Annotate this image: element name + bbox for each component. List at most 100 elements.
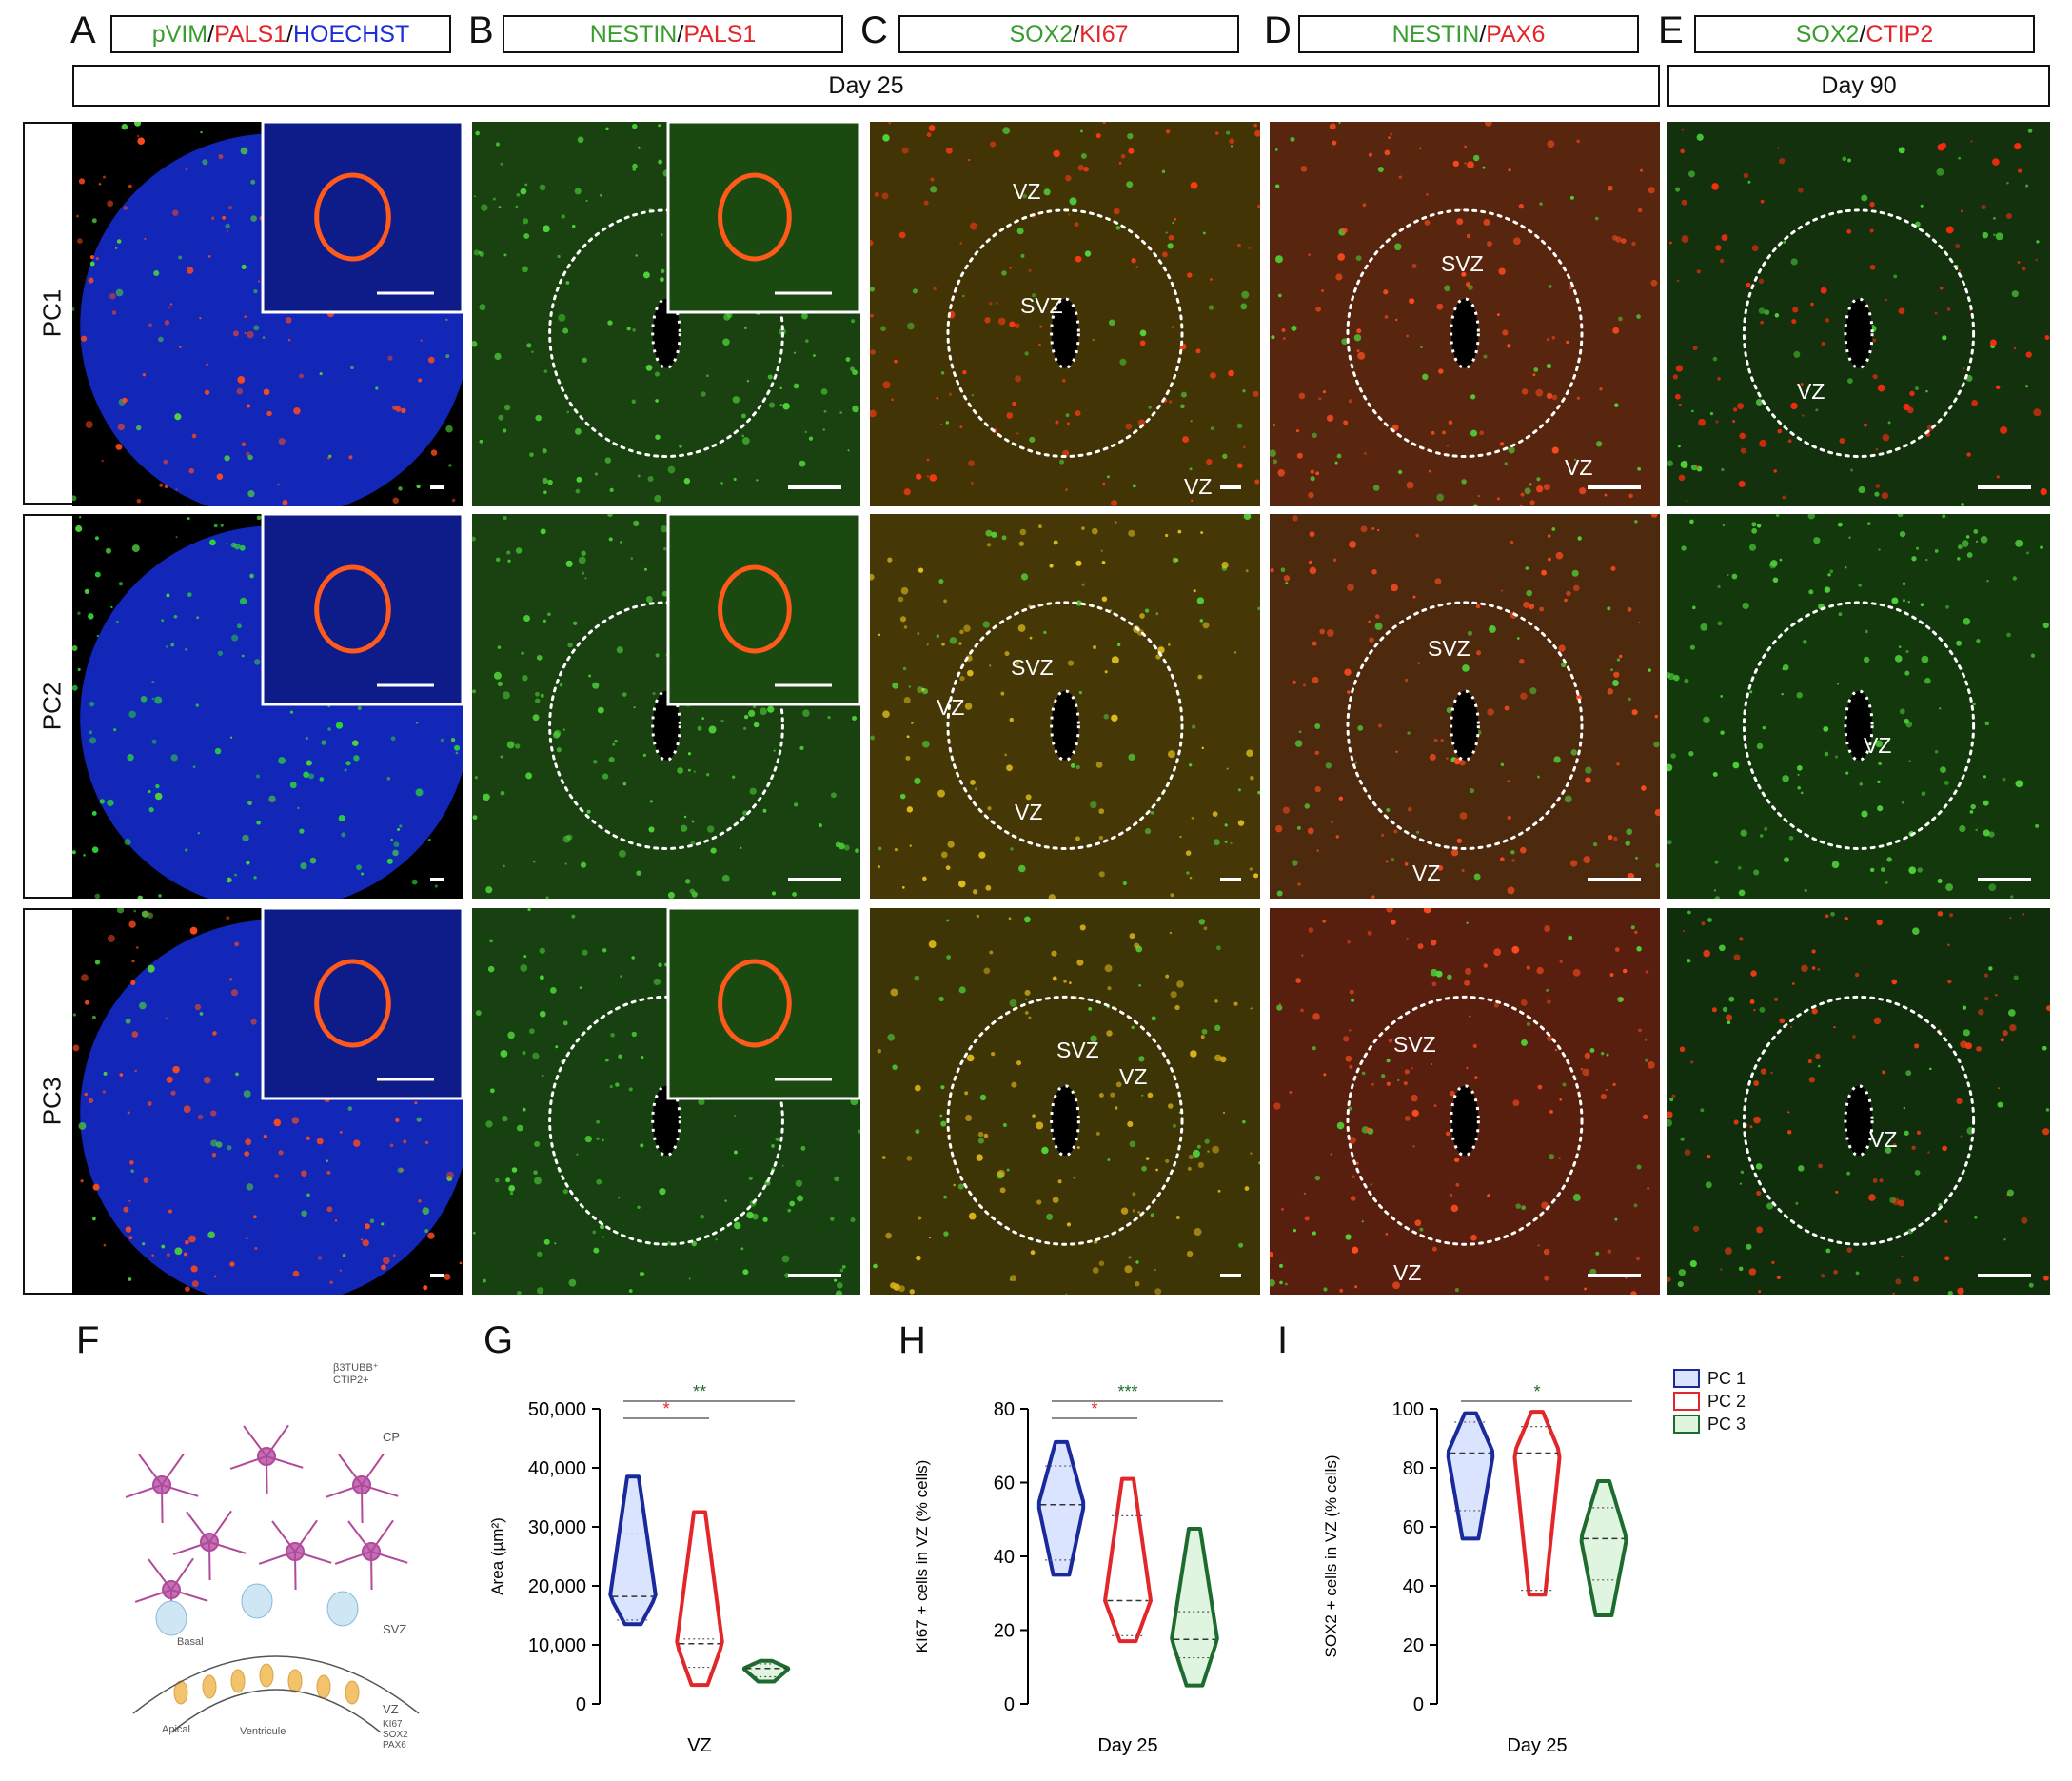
micrograph-pc1-d: SVZ VZ [1270,122,1660,506]
zone-label-vz: VZ [1412,861,1441,885]
violin-pc3 [1170,1526,1219,1688]
zone-label-vz: VZ [1184,474,1213,499]
legend-swatch [1673,1415,1700,1434]
radial-glia-cell [202,1674,217,1699]
zone-label-vz: VZ [937,695,965,720]
marker-ctip2: CTIP2 [1865,20,1934,48]
micrograph-pc2-d: SVZ VZ [1270,514,1660,899]
micrograph-pc3-d: SVZ VZ [1270,908,1660,1295]
marker-nestin: NESTIN [589,20,678,48]
significance-label: * [662,1399,669,1418]
violin-pc2 [1103,1476,1153,1644]
sep: / [677,20,684,48]
legend-swatch [1673,1392,1700,1411]
micrograph-pc2-b [472,514,860,899]
zone-label-vz: VZ [1565,455,1593,480]
row-label-pc2: PC2 [23,514,82,899]
x-axis-label: Day 25 [1097,1735,1157,1756]
y-tick-label: 0 [576,1694,586,1715]
micrograph-pc3-b [472,908,860,1295]
significance-label: * [1533,1382,1540,1401]
x-axis-label: VZ [687,1735,712,1756]
micrograph-pc3-a [72,908,463,1295]
y-tick-label: 50,000 [528,1399,586,1420]
y-tick-label: 0 [1004,1694,1015,1715]
marker-nestin: NESTIN [1391,20,1480,48]
cortex-schematic: β3TUBB⁺ CTIP2+ CP SVZ Basal VZ KI67 SOX2… [125,1362,420,1751]
y-tick-label: 60 [994,1474,1015,1494]
schematic-top-marker-2: CTIP2+ [333,1375,369,1386]
zone-label-vz: VZ [1864,733,1892,758]
marker-pvim: pVIM [151,20,208,48]
progenitor-cell [326,1591,359,1627]
violin-pc1 [1036,1439,1086,1577]
sep: / [286,20,293,48]
header-e: SOX2/CTIP2 [1694,15,2035,53]
panel-letter-f: F [76,1319,100,1361]
legend-item-pc1: PC 1 [1673,1367,1746,1390]
progenitor-cell [155,1600,187,1636]
micrograph-pc3-c: SVZ VZ [870,908,1260,1295]
panel-letter-g: G [483,1319,514,1361]
header-a: pVIM / PALS1/HOECHST [110,15,451,53]
day-90-bar: Day 90 [1667,65,2050,107]
y-axis-label: KI67 + cells in VZ (% cells) [913,1460,931,1653]
sep: / [1479,20,1487,48]
y-tick-label: 40,000 [528,1458,586,1479]
marker-pals1: PALS1 [683,20,757,48]
schematic-vz-marker-2: SOX2 [383,1730,408,1740]
panel-letter-a: A [70,10,96,51]
violin-pc1 [1446,1411,1495,1541]
significance-label: * [1091,1399,1097,1418]
micrograph-pc1-e: VZ [1667,122,2050,506]
zone-label-svz: SVZ [1428,636,1470,661]
micrograph-pc2-a [72,514,463,899]
zone-label-svz: SVZ [1441,251,1484,276]
legend-item-pc2: PC 2 [1673,1390,1746,1413]
zone-label-vz: VZ [1869,1127,1898,1152]
row-label-text: PC1 [37,288,67,338]
panel-letter-e: E [1658,10,1684,51]
zone-label-vz: VZ [1393,1260,1422,1285]
zone-label-vz: VZ [1797,379,1825,404]
sep: / [1073,20,1080,48]
zone-label-vz: VZ [1015,800,1043,824]
panel-letter-d: D [1264,10,1292,51]
legend-item-pc3: PC 3 [1673,1413,1746,1435]
chart-i: 0 20 40 60 80 100 SOX2 + cells in VZ (% cells)… [1322,1382,1632,1756]
schematic-vz: VZ [383,1702,399,1716]
x-axis-label: Day 25 [1507,1735,1567,1756]
row-label-text: PC3 [37,1077,67,1126]
micrograph-pc2-c: SVZ VZ VZ [870,514,1260,899]
schematic-svz: SVZ [383,1622,406,1636]
marker-sox2: SOX2 [1009,20,1074,48]
sep: / [207,20,215,48]
radial-glia-cell [345,1680,360,1705]
y-tick-label: 20 [1403,1635,1424,1656]
marker-pals1: PALS1 [214,20,287,48]
panel-letter-b: B [468,10,494,51]
day-25-bar: Day 25 [72,65,1660,107]
marker-pax6: PAX6 [1486,20,1546,48]
zone-label-vz: VZ [1119,1064,1148,1089]
schematic-basal: Basal [177,1636,204,1648]
zone-label-svz: SVZ [1020,293,1063,318]
y-axis-label: Area (µm²) [488,1517,506,1595]
micrograph-pc1-b [472,122,860,506]
y-axis-label: SOX2 + cells in VZ (% cells) [1322,1454,1340,1657]
zone-label-svz: SVZ [1393,1032,1436,1057]
violin-pc3 [1579,1478,1628,1617]
radial-glia-cell [316,1674,331,1699]
progenitor-cell [241,1583,273,1619]
y-tick-label: 10,000 [528,1635,586,1656]
marker-hoechst: HOECHST [293,20,410,48]
schematic-cp: CP [383,1430,400,1444]
y-tick-label: 20 [994,1621,1015,1642]
y-tick-label: 20,000 [528,1576,586,1597]
y-tick-label: 60 [1403,1517,1424,1538]
zone-label-vz: VZ [1013,179,1041,204]
schematic-vz-marker-1: KI67 [383,1719,403,1730]
violin-pc2 [675,1510,724,1688]
micrograph-pc1-c: VZ SVZ VZ [870,122,1260,506]
micrograph-pc3-e: VZ [1667,908,2050,1295]
